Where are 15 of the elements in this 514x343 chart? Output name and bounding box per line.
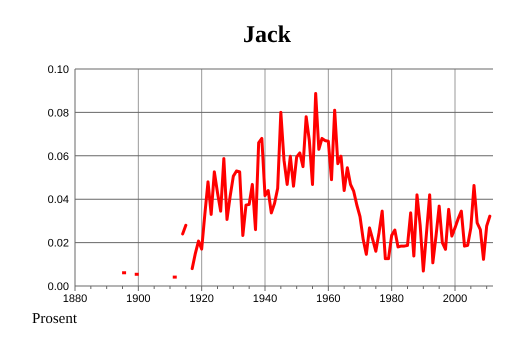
x-tick-label: 2000 [442,293,468,305]
y-tick-label: 0.06 [48,150,69,163]
y-tick-label: 0.10 [48,64,69,76]
x-tick-label: 1920 [189,293,214,305]
y-axis-title: Prosent [32,311,78,327]
x-tick-label: 1880 [62,293,88,305]
y-tick-label: 0.08 [48,107,69,120]
x-tick-label: 1940 [252,293,278,305]
y-tick-label: 0.00 [48,281,69,293]
x-tick-label: 1960 [316,293,341,305]
x-tick-label: 1980 [379,293,404,305]
y-tick-label: 0.04 [48,194,69,206]
chart-title: Jack [243,22,292,48]
x-tick-label: 1900 [126,293,151,305]
y-tick-label: 0.02 [48,238,69,250]
